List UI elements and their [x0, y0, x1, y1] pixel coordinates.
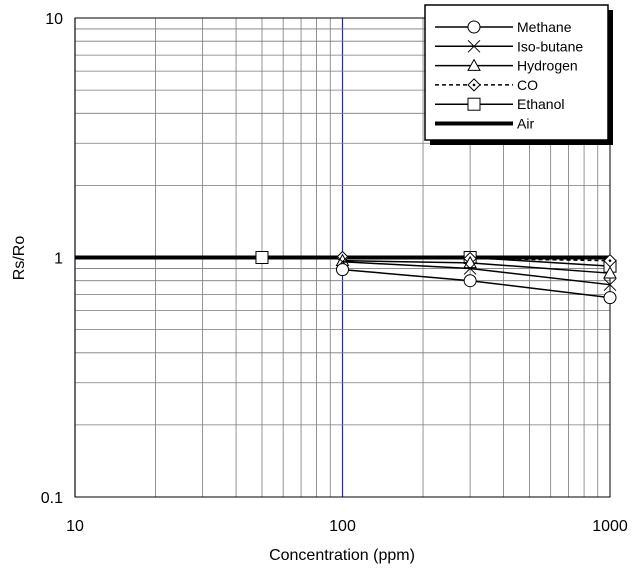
legend-label: Ethanol: [517, 96, 564, 112]
legend-label: Methane: [517, 19, 572, 35]
square-marker: [255, 251, 269, 264]
y-tick-label: 0.1: [41, 490, 63, 507]
tick-labels: 10 100 1000 0.1 1 10: [41, 11, 628, 535]
y-tick-label: 1: [54, 251, 63, 268]
legend: Methane Iso-butane Hydrogen CO Ethanol Air: [424, 4, 613, 145]
circle-marker: [603, 291, 617, 305]
triangle-marker: [603, 266, 617, 279]
series-hydrogen: [335, 253, 617, 279]
x-tick-label: 100: [329, 518, 356, 535]
legend-item: Hydrogen: [435, 58, 578, 74]
legend-item: Air: [435, 116, 534, 132]
x-marker: [603, 278, 617, 292]
triangle-marker: [467, 58, 481, 71]
diamond-marker-dot: [608, 259, 612, 262]
square-marker: [467, 97, 481, 111]
legend-item: Methane: [435, 19, 572, 35]
y-axis-label: Rs/Ro: [11, 236, 28, 281]
x-marker: [463, 262, 477, 275]
legend-label: Air: [517, 116, 534, 132]
legend-label: Iso-butane: [517, 38, 583, 54]
circle-marker: [467, 20, 481, 34]
legend-box: [424, 4, 609, 141]
circle-marker: [463, 274, 477, 288]
legend-item: CO: [435, 77, 538, 93]
x-tick-label: 10: [66, 518, 84, 535]
legend-label: CO: [517, 77, 538, 93]
legend-item: Iso-butane: [435, 38, 583, 54]
series-iso-butane: [336, 255, 617, 292]
legend-item: Ethanol: [435, 96, 564, 112]
x-axis-label: Concentration (ppm): [269, 547, 415, 564]
series-methane: [336, 263, 617, 305]
legend-label: Hydrogen: [517, 58, 578, 74]
y-tick-label: 10: [45, 11, 63, 28]
circle-marker: [336, 263, 349, 277]
series-layer: [75, 250, 617, 305]
x-marker: [467, 39, 481, 53]
diamond-marker-dot: [472, 83, 476, 87]
x-tick-label: 1000: [592, 518, 628, 535]
